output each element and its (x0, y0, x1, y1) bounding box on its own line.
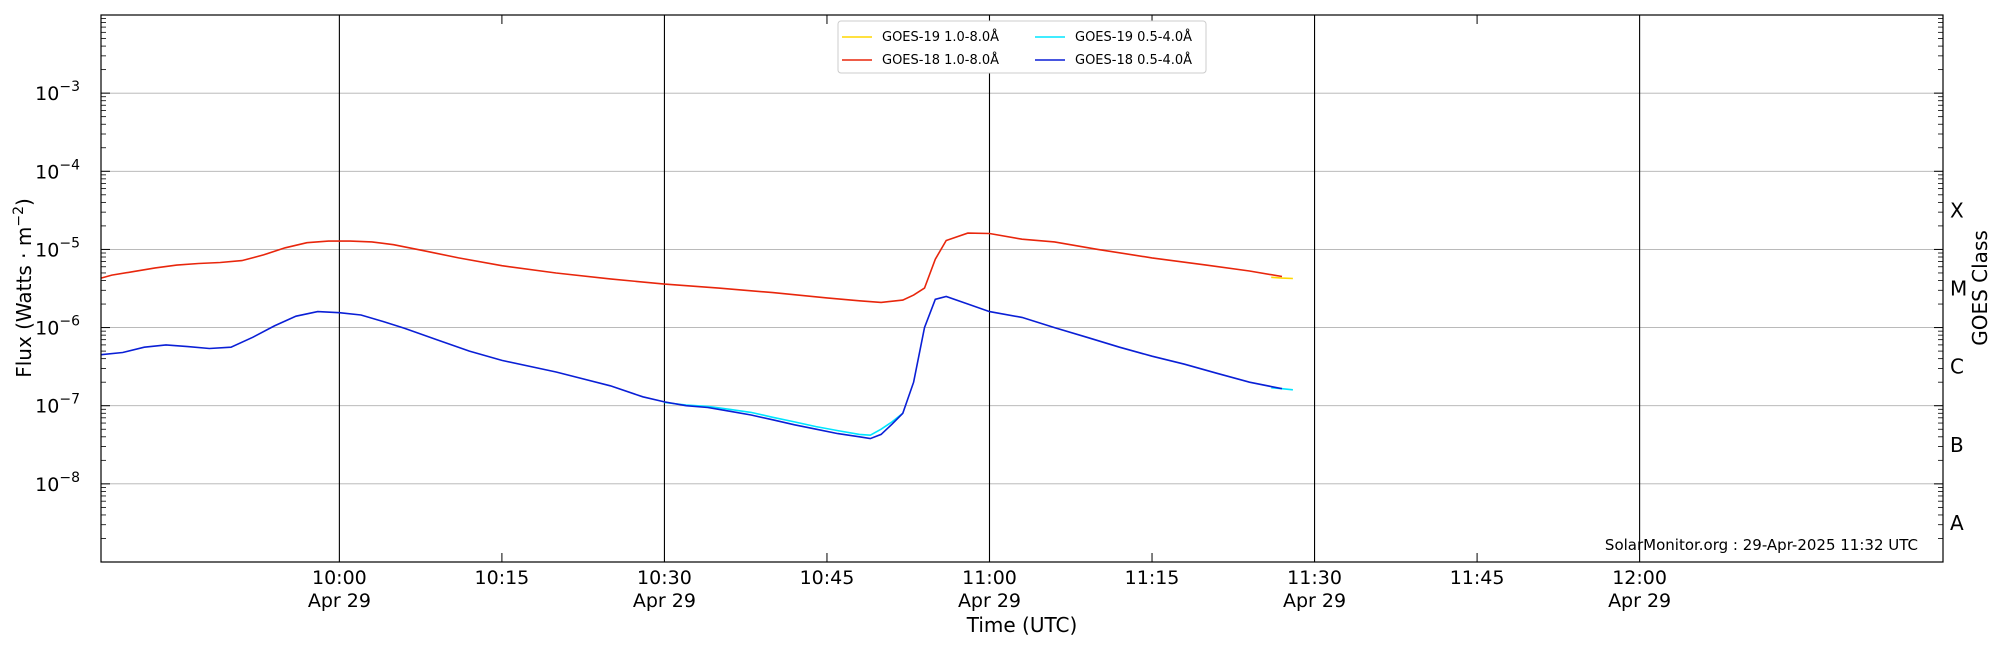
y-tick-label: 10−8 (35, 470, 80, 496)
plot-frame (100, 14, 1944, 563)
y-tick-label-base: 10 (35, 239, 59, 261)
x-tick-date-label: Apr 29 (308, 590, 371, 612)
y-axis-title-exponent: −2 (11, 206, 27, 227)
series-line-goes19-long (1271, 276, 1293, 280)
y-tick-label-base: 10 (35, 396, 59, 418)
grid-lines (101, 92, 1943, 485)
legend-label-goes19-long: GOES-19 1.0-8.0Å (882, 29, 999, 45)
major-time-lines (338, 15, 1641, 562)
y-tick-label-exponent: −7 (59, 392, 80, 408)
y-tick-label: 10−7 (35, 392, 80, 418)
y-tick-label: 10−5 (35, 235, 80, 261)
x-tick-label: 11:30 (1287, 567, 1342, 589)
goes-class-label: M (1950, 277, 1967, 301)
legend-label-goes18-short: GOES-18 0.5-4.0Å (1075, 52, 1192, 68)
y-tick-label: 10−3 (35, 79, 80, 105)
series-lines (100, 232, 1293, 440)
x-tick-label: 11:15 (1125, 567, 1180, 589)
x-tick-label: 10:30 (637, 567, 692, 589)
x-tick-date-label: Apr 29 (1608, 590, 1671, 612)
x-tick-label: 12:00 (1612, 567, 1667, 589)
legend-label-goes19-short: GOES-19 0.5-4.0Å (1075, 29, 1192, 45)
series-line-goes18-long (100, 232, 1283, 304)
x-tick-label: 10:45 (800, 567, 855, 589)
goes-class-axis-title: GOES Class (1968, 230, 1992, 346)
goes-class-label: A (1950, 511, 1964, 535)
axis-ticks (101, 15, 1943, 562)
y-tick-label-base: 10 (35, 318, 59, 340)
y-tick-label-exponent: −4 (59, 157, 80, 173)
goes-class-label: B (1950, 433, 1964, 457)
x-tick-label: 11:45 (1450, 567, 1505, 589)
y-tick-label-base: 10 (35, 474, 59, 496)
x-tick-label: 11:00 (962, 567, 1017, 589)
legend-label-goes18-long: GOES-18 1.0-8.0Å (882, 52, 999, 68)
y-axis-title-main: Flux (Watts · m (12, 227, 36, 378)
y-tick-label-base: 10 (35, 161, 59, 183)
goes-class-label: C (1950, 355, 1964, 379)
y-tick-label-exponent: −3 (59, 79, 80, 95)
x-tick-date-label: Apr 29 (958, 590, 1021, 612)
x-axis-title: Time (UTC) (966, 613, 1078, 637)
legend-box (837, 20, 1207, 74)
x-tick-date-label: Apr 29 (633, 590, 696, 612)
y-tick-label: 10−6 (35, 314, 80, 340)
x-tick-label: 10:00 (312, 567, 367, 589)
y-tick-label: 10−4 (35, 157, 80, 183)
series-line-goes18-short (100, 295, 1283, 440)
credit-text: SolarMonitor.org : 29-Apr-2025 11:32 UTC (1605, 536, 1918, 554)
y-tick-label-exponent: −6 (59, 314, 80, 330)
y-tick-label-exponent: −8 (59, 470, 80, 486)
y-axis-title-close: ) (12, 198, 36, 206)
x-tick-date-label: Apr 29 (1283, 590, 1346, 612)
y-axis-title: Flux (Watts · m−2) (11, 198, 36, 378)
y-tick-label-base: 10 (35, 83, 59, 105)
x-tick-label: 10:15 (475, 567, 530, 589)
series-line-goes19-short (664, 401, 904, 437)
legend: GOES-19 1.0-8.0Å GOES-19 0.5-4.0Å GOES-1… (837, 20, 1207, 74)
y-tick-label-exponent: −5 (59, 235, 80, 251)
goes-class-label: X (1950, 198, 1964, 222)
